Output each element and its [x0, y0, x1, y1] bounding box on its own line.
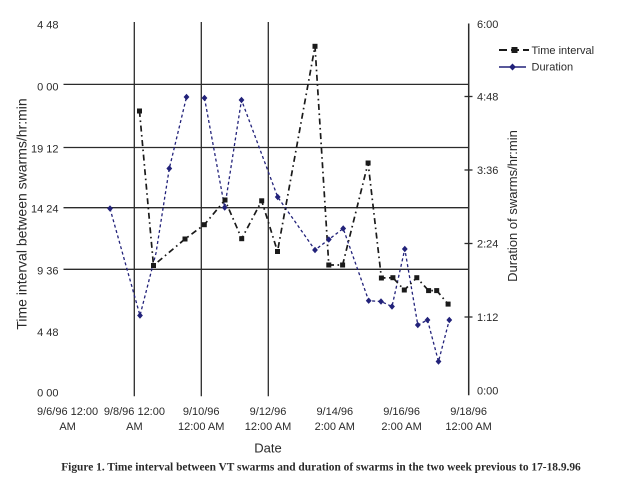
svg-text:0 00: 0 00	[37, 81, 58, 93]
svg-text:9/10/96: 9/10/96	[183, 406, 220, 418]
svg-text:9/12/96: 9/12/96	[250, 406, 287, 418]
svg-text:1:12: 1:12	[477, 312, 498, 324]
svg-text:2:00 AM: 2:00 AM	[315, 421, 355, 433]
svg-text:14 24: 14 24	[31, 204, 59, 216]
svg-text:Figure 1. Time interval betwee: Figure 1. Time interval between VT swarm…	[61, 462, 581, 474]
svg-text:AM: AM	[59, 421, 76, 433]
svg-text:0:00: 0:00	[477, 386, 498, 398]
svg-text:9 36: 9 36	[37, 265, 58, 277]
svg-text:4:48: 4:48	[477, 92, 498, 104]
svg-text:12:00 AM: 12:00 AM	[445, 421, 491, 433]
svg-text:9/14/96: 9/14/96	[316, 406, 353, 418]
svg-text:12:00 AM: 12:00 AM	[178, 421, 224, 433]
svg-text:Duration: Duration	[532, 62, 574, 74]
svg-text:2:24: 2:24	[477, 239, 498, 251]
svg-text:9/8/96 12:00: 9/8/96 12:00	[104, 406, 165, 418]
svg-text:0 00: 0 00	[37, 388, 58, 400]
svg-text:9/6/96 12:00: 9/6/96 12:00	[37, 406, 98, 418]
svg-text:9/16/96: 9/16/96	[383, 406, 420, 418]
svg-text:6:00: 6:00	[477, 19, 498, 31]
svg-text:Date: Date	[254, 441, 281, 456]
svg-text:3:36: 3:36	[477, 165, 498, 177]
svg-text:9/18/96: 9/18/96	[450, 406, 487, 418]
svg-text:4 48: 4 48	[37, 20, 58, 32]
svg-text:2:00 AM: 2:00 AM	[381, 421, 421, 433]
svg-text:12:00 AM: 12:00 AM	[245, 421, 291, 433]
svg-text:19 12: 19 12	[31, 144, 59, 156]
svg-text:AM: AM	[126, 421, 143, 433]
svg-text:4 48: 4 48	[37, 327, 58, 339]
svg-text:Time interval: Time interval	[532, 45, 595, 57]
svg-text:Time interval between swarms/h: Time interval between swarms/hr:min	[14, 98, 30, 329]
svg-text:Duration of swarms/hr:min: Duration of swarms/hr:min	[505, 130, 520, 282]
